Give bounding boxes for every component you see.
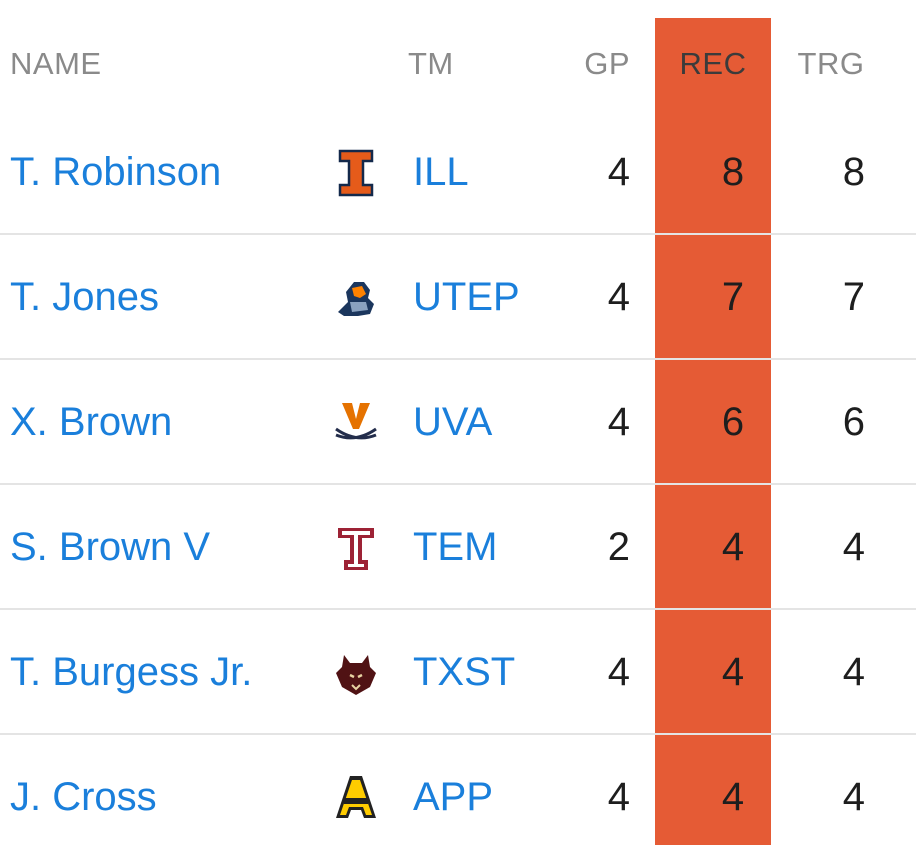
table-row: T. Jones UTEP 4 7 7 bbox=[0, 235, 916, 360]
table-row: T. Robinson ILL 4 8 8 bbox=[0, 110, 916, 235]
table-row: S. Brown V TEM 2 4 4 bbox=[0, 485, 916, 610]
app-state-logo-icon bbox=[330, 772, 382, 824]
player-name-link[interactable]: T. Jones bbox=[10, 275, 159, 319]
receptions-value: 8 bbox=[721, 150, 745, 194]
row-divider bbox=[0, 233, 916, 235]
column-header-targets[interactable]: TRG bbox=[797, 46, 865, 81]
player-name-link[interactable]: T. Robinson bbox=[10, 150, 222, 194]
row-divider bbox=[0, 608, 916, 610]
team-link[interactable]: UTEP bbox=[413, 275, 520, 319]
column-header-name[interactable]: NAME bbox=[10, 46, 102, 81]
targets-value: 4 bbox=[842, 525, 865, 569]
receptions-value: 4 bbox=[721, 775, 745, 819]
team-link[interactable]: TEM bbox=[413, 525, 498, 569]
row-divider bbox=[0, 483, 916, 485]
player-name-link[interactable]: X. Brown bbox=[10, 400, 173, 444]
games-played-value: 4 bbox=[607, 400, 630, 444]
games-played-value: 4 bbox=[607, 775, 630, 819]
table-header: NAME TM GP REC TRG bbox=[0, 0, 916, 110]
receptions-value: 7 bbox=[721, 275, 745, 319]
games-played-value: 2 bbox=[607, 525, 630, 569]
receptions-value: 4 bbox=[721, 525, 745, 569]
virginia-logo-icon bbox=[330, 397, 382, 449]
targets-value: 4 bbox=[842, 775, 865, 819]
sorted-column-highlight bbox=[655, 18, 771, 845]
games-played-value: 4 bbox=[607, 150, 630, 194]
targets-value: 7 bbox=[842, 275, 865, 319]
column-header-receptions[interactable]: REC bbox=[679, 46, 747, 81]
illinois-logo-icon bbox=[330, 147, 382, 199]
receptions-value: 6 bbox=[721, 400, 745, 444]
player-name-link[interactable]: S. Brown V bbox=[10, 525, 211, 569]
texas-state-logo-icon bbox=[330, 647, 382, 699]
column-header-team[interactable]: TM bbox=[408, 46, 454, 81]
temple-logo-icon bbox=[330, 522, 382, 574]
column-header-games-played[interactable]: GP bbox=[584, 46, 630, 81]
table-row: X. Brown UVA 4 6 6 bbox=[0, 360, 916, 485]
player-name-link[interactable]: J. Cross bbox=[10, 775, 157, 819]
team-link[interactable]: APP bbox=[413, 775, 494, 819]
receptions-value: 4 bbox=[721, 650, 745, 694]
row-divider bbox=[0, 358, 916, 360]
team-link[interactable]: TXST bbox=[413, 650, 516, 694]
targets-value: 8 bbox=[842, 150, 865, 194]
team-link[interactable]: UVA bbox=[413, 400, 493, 444]
games-played-value: 4 bbox=[607, 275, 630, 319]
utep-logo-icon bbox=[330, 272, 382, 324]
games-played-value: 4 bbox=[607, 650, 630, 694]
team-link[interactable]: ILL bbox=[413, 150, 469, 194]
table-row: T. Burgess Jr. TXST 4 4 4 bbox=[0, 610, 916, 735]
table-row: J. Cross APP 4 4 4 bbox=[0, 735, 916, 850]
row-divider bbox=[0, 733, 916, 735]
targets-value: 6 bbox=[842, 400, 865, 444]
targets-value: 4 bbox=[842, 650, 865, 694]
player-name-link[interactable]: T. Burgess Jr. bbox=[10, 650, 253, 694]
